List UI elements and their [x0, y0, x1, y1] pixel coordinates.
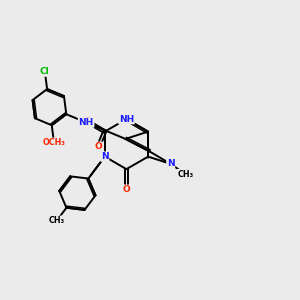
Text: NH: NH: [79, 118, 94, 127]
Text: CH₃: CH₃: [49, 216, 65, 225]
Text: O: O: [83, 117, 91, 126]
Text: CH₃: CH₃: [177, 169, 193, 178]
Text: N: N: [101, 152, 109, 161]
Text: Cl: Cl: [40, 67, 50, 76]
Text: O: O: [94, 142, 102, 151]
Text: OCH₃: OCH₃: [43, 138, 65, 147]
Text: N: N: [167, 160, 175, 169]
Text: O: O: [123, 185, 130, 194]
Text: NH: NH: [119, 115, 134, 124]
